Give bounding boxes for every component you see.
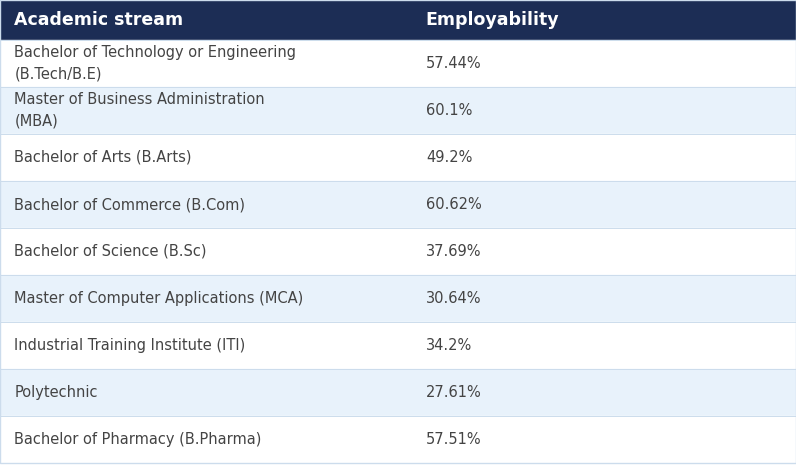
Text: 60.1%: 60.1% xyxy=(426,103,472,118)
Text: 49.2%: 49.2% xyxy=(426,150,472,165)
Bar xyxy=(0,40,796,87)
Bar xyxy=(0,369,796,416)
Text: Industrial Training Institute (ITI): Industrial Training Institute (ITI) xyxy=(14,338,246,353)
Text: Bachelor of Science (B.Sc): Bachelor of Science (B.Sc) xyxy=(14,244,207,259)
Text: Employability: Employability xyxy=(426,11,560,29)
Text: 60.62%: 60.62% xyxy=(426,197,482,212)
Bar xyxy=(0,275,796,322)
Bar xyxy=(0,0,796,40)
Bar xyxy=(0,416,796,463)
Text: Bachelor of Technology or Engineering
(B.Tech/B.E): Bachelor of Technology or Engineering (B… xyxy=(14,46,296,81)
Bar xyxy=(0,228,796,275)
Text: 27.61%: 27.61% xyxy=(426,385,482,400)
Text: Bachelor of Arts (B.Arts): Bachelor of Arts (B.Arts) xyxy=(14,150,192,165)
Text: Polytechnic: Polytechnic xyxy=(14,385,98,400)
Text: Bachelor of Commerce (B.Com): Bachelor of Commerce (B.Com) xyxy=(14,197,245,212)
Text: Master of Business Administration
(MBA): Master of Business Administration (MBA) xyxy=(14,92,265,129)
Text: 57.44%: 57.44% xyxy=(426,56,482,71)
Text: Bachelor of Pharmacy (B.Pharma): Bachelor of Pharmacy (B.Pharma) xyxy=(14,432,262,447)
Text: 37.69%: 37.69% xyxy=(426,244,482,259)
Bar xyxy=(0,181,796,228)
Text: 30.64%: 30.64% xyxy=(426,291,482,306)
Bar xyxy=(0,322,796,369)
Bar xyxy=(0,87,796,134)
Bar xyxy=(0,134,796,181)
Text: Master of Computer Applications (MCA): Master of Computer Applications (MCA) xyxy=(14,291,303,306)
Text: 57.51%: 57.51% xyxy=(426,432,482,447)
Text: Academic stream: Academic stream xyxy=(14,11,183,29)
Text: 34.2%: 34.2% xyxy=(426,338,472,353)
